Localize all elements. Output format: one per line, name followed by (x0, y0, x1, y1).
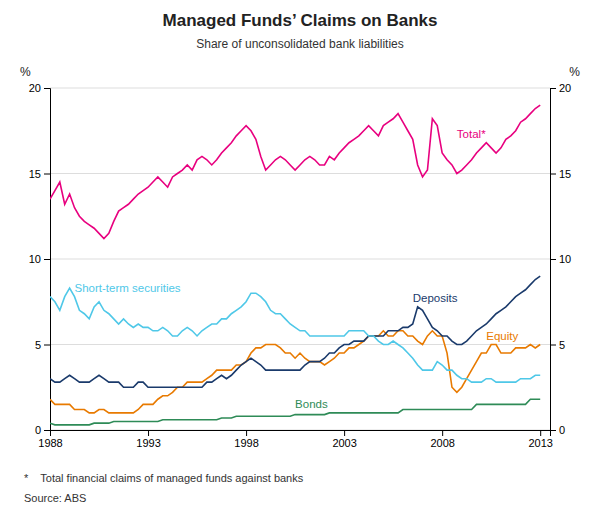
x-tick-mark (442, 430, 443, 436)
x-tick-label: 1993 (136, 437, 160, 449)
grid-line (50, 259, 550, 260)
y-tick: 10 (29, 253, 50, 265)
x-axis: 1988 1993 1998 2003 2008 2013 (38, 430, 553, 449)
plot-area: 1988 1993 1998 2003 2008 2013 0 5 10 15 20 0 5 10 15 20… (20, 65, 580, 449)
y2-tick-label: 0 (559, 424, 565, 436)
x-tick: 1993 (136, 430, 160, 449)
series-label: Total* (457, 128, 486, 140)
y-tick-mark (44, 345, 50, 346)
series-line (50, 331, 540, 413)
series-label: Equity (486, 330, 518, 342)
y-axis-domain (44, 89, 51, 431)
y-tick: 5 (35, 339, 50, 351)
x-tick: 2003 (332, 430, 356, 449)
series-label: Deposits (413, 292, 458, 304)
y2-tick-label: 20 (559, 82, 571, 94)
series-line (50, 105, 540, 238)
y-tick-label: 10 (29, 253, 41, 265)
y2-tick-mark (550, 345, 556, 346)
chart: Managed Funds’ Claims on Banks Share of u… (0, 0, 600, 522)
y-tick-mark (44, 259, 50, 260)
y2-tick: 0 (550, 424, 565, 436)
y2-tick-mark (550, 88, 556, 89)
y2-axis-label: % (569, 65, 580, 79)
y-tick: 0 (35, 424, 50, 436)
annotation: Source: ABS (24, 492, 86, 504)
y2-tick-mark (550, 174, 556, 175)
y-tick-label: 5 (35, 339, 41, 351)
x-tick-mark (344, 430, 345, 436)
x-tick-label: 1998 (234, 437, 258, 449)
y2-axis-domain (551, 89, 557, 431)
y2-tick: 15 (550, 168, 571, 180)
annotation: * Total financial claims of managed fund… (24, 472, 304, 484)
x-tick-label: 1988 (38, 437, 62, 449)
grid-line (50, 88, 550, 89)
x-axis-domain (51, 431, 551, 437)
y2-axis: 0 5 10 15 20 (550, 82, 571, 436)
y2-tick: 5 (550, 339, 565, 351)
x-tick-label: 2008 (430, 437, 454, 449)
y-axis: 0 5 10 15 20 (29, 82, 51, 436)
grid-line (50, 344, 550, 345)
y2-tick-label: 10 (559, 253, 571, 265)
x-tick: 1988 (38, 430, 62, 449)
y2-tick-label: 15 (559, 168, 571, 180)
title: Managed Funds’ Claims on Banks (163, 11, 438, 30)
grid-line (50, 173, 550, 174)
series-label: Bonds (295, 398, 328, 410)
y2-tick: 10 (550, 253, 571, 265)
lines (50, 105, 540, 425)
y-tick-mark (44, 430, 50, 431)
subtitle: Share of unconsolidated bank liabilities (196, 37, 403, 51)
y-tick: 15 (29, 168, 50, 180)
y2-tick-label: 5 (559, 339, 565, 351)
x-tick-mark (148, 430, 149, 436)
y-tick: 20 (29, 82, 50, 94)
series-label: Short-term securities (75, 282, 181, 294)
x-tick: 2013 (528, 430, 552, 449)
x-tick: 1998 (234, 430, 258, 449)
x-tick-mark (540, 430, 541, 436)
series-line (50, 288, 540, 382)
y2-tick-mark (550, 430, 556, 431)
y2-tick-mark (550, 259, 556, 260)
x-tick-label: 2013 (528, 437, 552, 449)
y-axis-label: % (20, 65, 31, 79)
x-tick: 2008 (430, 430, 454, 449)
y-tick-label: 0 (35, 424, 41, 436)
series-line (50, 276, 540, 387)
y-tick-mark (44, 174, 50, 175)
y2-tick: 20 (550, 82, 571, 94)
y-tick-label: 15 (29, 168, 41, 180)
series-labels: Total* Short-term securities Deposits Equit… (75, 128, 519, 410)
x-tick-label: 2003 (332, 437, 356, 449)
x-tick-mark (246, 430, 247, 436)
grid (50, 88, 550, 430)
y-tick-label: 20 (29, 82, 41, 94)
y-tick-mark (44, 88, 50, 89)
